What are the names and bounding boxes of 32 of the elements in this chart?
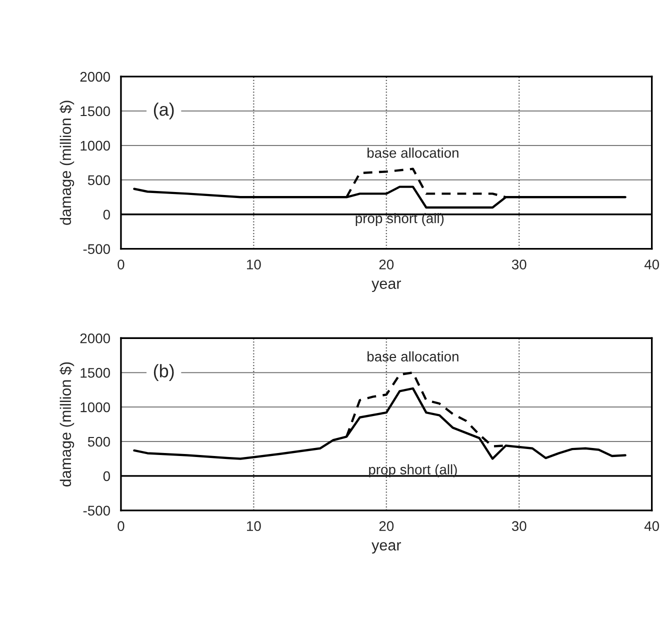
y-tick-label: -500 — [83, 244, 110, 254]
x-tick-label: 20 — [379, 521, 394, 532]
annotation: (a) — [154, 102, 174, 120]
y-tick-label: 2000 — [80, 333, 110, 344]
y-tick-label: 1500 — [80, 368, 110, 378]
y-axis-title: damage (million $) — [60, 100, 74, 225]
series-label: base allocation — [368, 148, 458, 158]
series-label: base allocation — [368, 351, 458, 362]
y-tick-label: 1000 — [80, 140, 110, 151]
y-tick-label: 2000 — [80, 72, 110, 82]
y-tick-label: 500 — [88, 436, 110, 447]
y-axis-title: damage (million $) — [60, 362, 74, 486]
x-tick-label: 0 — [118, 260, 124, 270]
x-tick-label: 10 — [247, 260, 261, 270]
x-tick-label: 40 — [644, 521, 660, 532]
y-tick-label: 0 — [103, 210, 110, 220]
x-tick-label: 0 — [118, 521, 124, 532]
series-label: prop short (all) — [356, 213, 444, 226]
text: prop short (all) — [369, 464, 457, 478]
y-tick-label: -500 — [83, 506, 110, 516]
x-tick-label: 30 — [512, 521, 526, 532]
annotation: (b) — [154, 364, 174, 381]
x-tick-label: 30 — [512, 260, 526, 270]
x-tick-label: 40 — [644, 260, 660, 270]
x-axis-title: year — [372, 542, 402, 554]
x-tick-label: 20 — [379, 260, 394, 270]
x-axis-title: year — [372, 280, 402, 292]
y-tick-label: 0 — [103, 471, 110, 482]
y-tick-label: 1000 — [80, 402, 110, 412]
y-tick-label: 500 — [88, 175, 110, 186]
x-tick-label: 10 — [247, 521, 261, 532]
y-tick-label: 1500 — [80, 106, 110, 116]
